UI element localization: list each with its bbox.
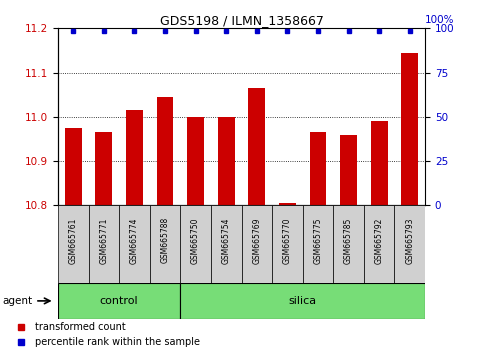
Text: GSM665770: GSM665770 — [283, 217, 292, 264]
Bar — [211, 205, 242, 283]
Text: control: control — [100, 296, 139, 306]
Text: GSM665761: GSM665761 — [69, 217, 78, 264]
Bar — [340, 135, 357, 205]
Text: percentile rank within the sample: percentile rank within the sample — [35, 337, 200, 348]
Text: GSM665750: GSM665750 — [191, 217, 200, 264]
Bar — [371, 121, 387, 205]
Text: GSM665771: GSM665771 — [99, 217, 108, 264]
Bar — [279, 203, 296, 205]
Text: transformed count: transformed count — [35, 321, 126, 332]
Bar — [395, 205, 425, 283]
Text: silica: silica — [289, 296, 317, 306]
Text: GSM665792: GSM665792 — [375, 217, 384, 264]
Bar — [65, 128, 82, 205]
Bar — [58, 205, 88, 283]
Text: GSM665769: GSM665769 — [252, 217, 261, 264]
Bar — [248, 88, 265, 205]
Bar — [119, 205, 150, 283]
Bar — [180, 283, 425, 319]
Text: 100%: 100% — [425, 15, 455, 25]
Bar — [333, 205, 364, 283]
Bar — [150, 205, 180, 283]
Text: GSM665788: GSM665788 — [160, 217, 170, 263]
Bar — [218, 117, 235, 205]
Bar — [180, 205, 211, 283]
Title: GDS5198 / ILMN_1358667: GDS5198 / ILMN_1358667 — [159, 14, 324, 27]
Bar — [126, 110, 143, 205]
Bar — [58, 283, 180, 319]
Bar — [364, 205, 395, 283]
Bar — [96, 132, 112, 205]
Bar — [242, 205, 272, 283]
Bar — [272, 205, 303, 283]
Bar — [401, 53, 418, 205]
Text: agent: agent — [2, 296, 32, 306]
Bar — [187, 117, 204, 205]
Bar — [310, 132, 327, 205]
Text: GSM665754: GSM665754 — [222, 217, 231, 264]
Text: GSM665785: GSM665785 — [344, 217, 353, 264]
Bar — [88, 205, 119, 283]
Text: GSM665774: GSM665774 — [130, 217, 139, 264]
Text: GSM665775: GSM665775 — [313, 217, 323, 264]
Text: GSM665793: GSM665793 — [405, 217, 414, 264]
Bar — [303, 205, 333, 283]
Bar — [156, 97, 173, 205]
